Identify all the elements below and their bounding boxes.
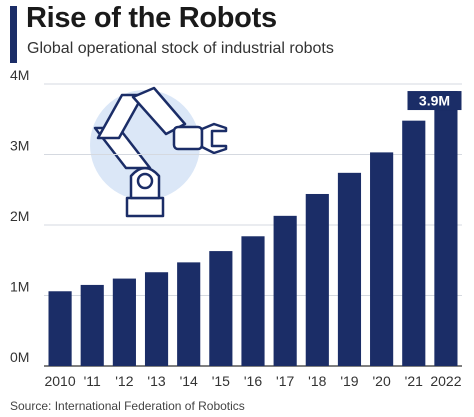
- x-tick-label: '21: [405, 373, 423, 389]
- x-tick-label: '11: [84, 373, 101, 389]
- y-tick-label: 4M: [10, 67, 29, 83]
- x-tick-label: 2022: [430, 373, 461, 389]
- bar-'14: [177, 262, 201, 366]
- x-tick-label: '20: [372, 373, 390, 389]
- bar-'11: [80, 284, 104, 366]
- bar-'12: [112, 278, 136, 366]
- y-tick-label: 2M: [10, 208, 29, 224]
- x-tick-label: '12: [115, 373, 133, 389]
- x-tick-label: '18: [308, 373, 326, 389]
- bar-'20: [370, 152, 394, 366]
- chart-subtitle: Global operational stock of industrial r…: [27, 40, 334, 57]
- bar-2022: [434, 91, 458, 367]
- title-accent-bar: [10, 6, 17, 63]
- bar-2010: [48, 291, 72, 366]
- source-note: Source: International Federation of Robo…: [10, 399, 245, 413]
- value-callout-box: [407, 91, 462, 111]
- x-tick-label: '13: [147, 373, 165, 389]
- bar-'17: [273, 215, 297, 366]
- y-tick-label: 3M: [10, 138, 29, 154]
- x-tick-label: '16: [244, 373, 262, 389]
- bar-'16: [241, 236, 265, 366]
- x-tick-label: '15: [212, 373, 230, 389]
- robot-arm-icon: [90, 86, 228, 218]
- value-callout-label: 3.9M: [419, 93, 450, 109]
- y-tick-label: 1M: [10, 279, 29, 295]
- x-tick-label: '17: [276, 373, 294, 389]
- x-tick-label: 2010: [44, 373, 75, 389]
- bar-'21: [402, 120, 426, 366]
- bar-'19: [337, 172, 362, 366]
- x-tick-label: '19: [340, 373, 358, 389]
- bar-'13: [144, 272, 169, 366]
- chart-title: Rise of the Robots: [26, 2, 277, 34]
- bar-'18: [305, 193, 329, 366]
- y-tick-label: 0M: [10, 349, 29, 365]
- x-tick-label: '14: [180, 373, 198, 389]
- bar-'15: [209, 251, 233, 366]
